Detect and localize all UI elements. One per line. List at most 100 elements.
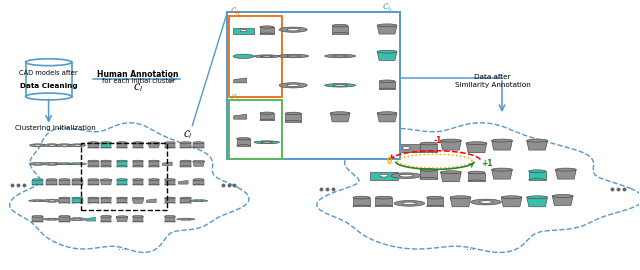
Ellipse shape <box>380 174 388 177</box>
Ellipse shape <box>29 200 47 202</box>
Ellipse shape <box>278 54 308 58</box>
Bar <box>420 144 437 152</box>
Bar <box>332 26 348 34</box>
Ellipse shape <box>100 142 111 143</box>
Polygon shape <box>100 180 112 185</box>
Ellipse shape <box>420 168 437 171</box>
Polygon shape <box>377 25 397 34</box>
Ellipse shape <box>492 168 513 171</box>
Bar <box>180 143 191 148</box>
Polygon shape <box>193 161 204 166</box>
Ellipse shape <box>44 162 60 165</box>
Ellipse shape <box>88 142 99 143</box>
Text: 0: 0 <box>387 157 392 166</box>
Ellipse shape <box>287 29 300 31</box>
Ellipse shape <box>59 197 70 199</box>
Polygon shape <box>148 143 160 148</box>
Ellipse shape <box>132 179 143 180</box>
Ellipse shape <box>333 85 347 86</box>
Bar <box>132 180 143 185</box>
Ellipse shape <box>132 197 144 199</box>
Ellipse shape <box>529 170 545 173</box>
Text: -1: -1 <box>434 136 442 145</box>
Bar <box>180 161 191 167</box>
Ellipse shape <box>26 93 72 100</box>
Ellipse shape <box>394 201 425 206</box>
Ellipse shape <box>287 84 300 86</box>
Ellipse shape <box>56 163 74 165</box>
Bar <box>260 113 274 120</box>
Ellipse shape <box>100 179 112 181</box>
Bar <box>100 198 111 204</box>
Ellipse shape <box>74 145 81 146</box>
Ellipse shape <box>132 160 143 162</box>
Polygon shape <box>450 197 471 207</box>
Text: Human Annotation: Human Annotation <box>97 70 179 79</box>
Ellipse shape <box>466 142 487 145</box>
Ellipse shape <box>68 163 86 165</box>
Ellipse shape <box>88 160 99 162</box>
Ellipse shape <box>46 179 57 180</box>
Ellipse shape <box>399 174 413 177</box>
Ellipse shape <box>193 142 204 143</box>
Ellipse shape <box>552 194 573 197</box>
Ellipse shape <box>527 196 547 199</box>
Bar <box>285 113 301 122</box>
Ellipse shape <box>391 173 422 178</box>
Polygon shape <box>440 141 461 150</box>
Ellipse shape <box>189 200 208 202</box>
Ellipse shape <box>74 218 81 220</box>
Ellipse shape <box>43 218 61 220</box>
Polygon shape <box>492 141 513 150</box>
Bar <box>180 198 191 204</box>
Ellipse shape <box>261 56 273 57</box>
Text: ...: ... <box>465 242 475 252</box>
Bar <box>33 217 43 222</box>
Bar <box>148 161 159 167</box>
Polygon shape <box>440 172 461 182</box>
Polygon shape <box>527 197 547 207</box>
Ellipse shape <box>33 200 42 201</box>
Bar <box>164 198 175 204</box>
Bar <box>164 143 175 148</box>
Polygon shape <box>501 197 522 207</box>
Ellipse shape <box>132 215 143 217</box>
Bar <box>164 180 175 185</box>
FancyBboxPatch shape <box>228 16 282 96</box>
Ellipse shape <box>48 163 56 164</box>
Polygon shape <box>552 196 573 205</box>
Ellipse shape <box>479 201 493 203</box>
Ellipse shape <box>88 179 99 180</box>
Ellipse shape <box>279 27 307 32</box>
Bar <box>353 198 370 207</box>
Polygon shape <box>234 78 246 83</box>
Polygon shape <box>116 217 128 222</box>
Ellipse shape <box>59 215 70 217</box>
Ellipse shape <box>556 168 576 171</box>
Polygon shape <box>179 180 188 184</box>
Text: $\mathcal{C}_{l_1}$: $\mathcal{C}_{l_1}$ <box>230 5 241 18</box>
Bar <box>132 143 143 148</box>
Ellipse shape <box>56 144 73 147</box>
Ellipse shape <box>72 197 83 199</box>
Ellipse shape <box>34 163 42 164</box>
Polygon shape <box>466 143 487 153</box>
Ellipse shape <box>116 179 127 180</box>
Ellipse shape <box>48 145 56 146</box>
Ellipse shape <box>116 197 127 199</box>
Ellipse shape <box>330 112 350 114</box>
Ellipse shape <box>47 219 56 220</box>
Ellipse shape <box>260 112 274 114</box>
Text: $\mathcal{C}_l$: $\mathcal{C}_l$ <box>182 128 192 141</box>
Polygon shape <box>86 217 95 221</box>
Ellipse shape <box>324 83 356 87</box>
Text: $\mathcal{C}_{l_2}$: $\mathcal{C}_{l_2}$ <box>382 1 394 14</box>
Polygon shape <box>147 199 156 202</box>
Ellipse shape <box>241 29 246 32</box>
Bar <box>46 180 57 185</box>
Ellipse shape <box>377 24 397 27</box>
Bar <box>88 198 99 204</box>
Ellipse shape <box>403 202 416 205</box>
Text: Data after
Similarity Annotation: Data after Similarity Annotation <box>454 74 531 87</box>
Text: $\mathcal{C}_l$: $\mathcal{C}_l$ <box>133 82 143 94</box>
